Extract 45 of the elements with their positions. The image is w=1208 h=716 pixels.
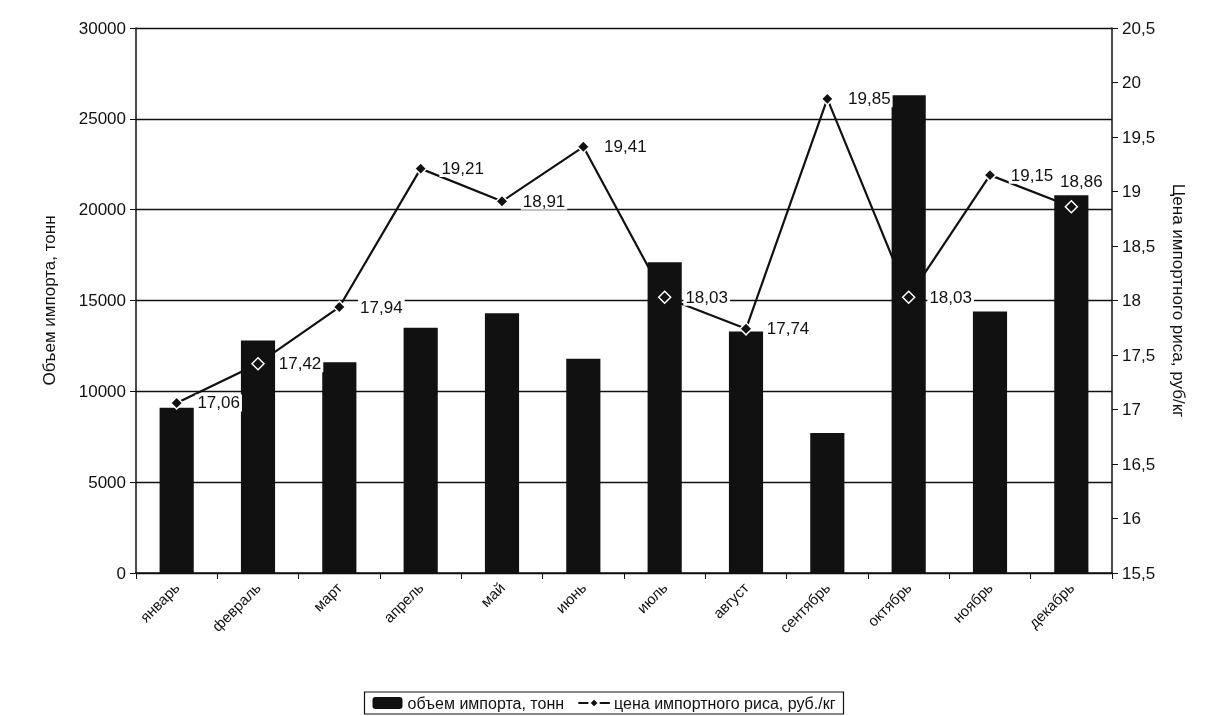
data-label: 19,41: [604, 137, 647, 157]
y2-tick-label: 18,5: [1122, 236, 1156, 256]
data-label: 17,06: [197, 393, 240, 413]
y2-tick-label: 18: [1122, 291, 1141, 310]
y2-tick-label: 16,5: [1122, 454, 1156, 474]
y2-tick-label: 15,5: [1122, 563, 1156, 583]
y-tick-label: 15000: [78, 291, 126, 310]
point: [739, 322, 753, 336]
y2-tick-label: 19,5: [1122, 127, 1156, 147]
y-tick-label: 25000: [78, 109, 126, 129]
point: [169, 396, 184, 410]
data-label: 18,03: [929, 287, 972, 307]
point: [820, 92, 835, 106]
legend-label: цена импортного риса, руб./кг: [614, 694, 836, 712]
point: [1064, 200, 1079, 214]
y-tick-label: 20000: [78, 200, 126, 220]
y2-tick-label: 17,5: [1122, 345, 1156, 365]
y2-tick-label: 20: [1122, 73, 1141, 92]
y2-axis-title: Цена импортного риса, руб/кг: [1169, 183, 1188, 418]
data-label: 18,03: [685, 287, 728, 307]
point: [657, 290, 672, 304]
y-axis-title: Объем импорта, тонн: [40, 215, 59, 386]
point: [251, 356, 265, 371]
data-label: 18,91: [522, 191, 566, 211]
y-tick-label: 30000: [78, 18, 126, 38]
y-tick-label: 10000: [78, 381, 126, 401]
point: [901, 290, 916, 304]
y2-tick-label: 16: [1122, 509, 1141, 528]
x-tick-label: май: [476, 578, 509, 611]
data-label: 19,85: [848, 89, 891, 109]
data-label: 18,86: [1060, 172, 1103, 192]
point: [983, 168, 997, 182]
y2-tick-label: 19: [1122, 182, 1141, 201]
data-label: 17,94: [360, 297, 403, 317]
y2-tick-label: 20,5: [1122, 18, 1156, 38]
y-tick-label: 5000: [88, 472, 126, 492]
data-label: 17,74: [766, 319, 810, 339]
legend-label: объем импорта, тонн: [407, 694, 565, 712]
point: [332, 300, 347, 314]
data-label: 17,42: [278, 354, 322, 374]
y-tick-label: 0: [116, 563, 126, 583]
y2-tick-label: 17: [1122, 400, 1141, 419]
point: [576, 140, 591, 154]
data-label: 19,15: [1010, 165, 1054, 185]
data-label: 19,21: [441, 159, 484, 179]
